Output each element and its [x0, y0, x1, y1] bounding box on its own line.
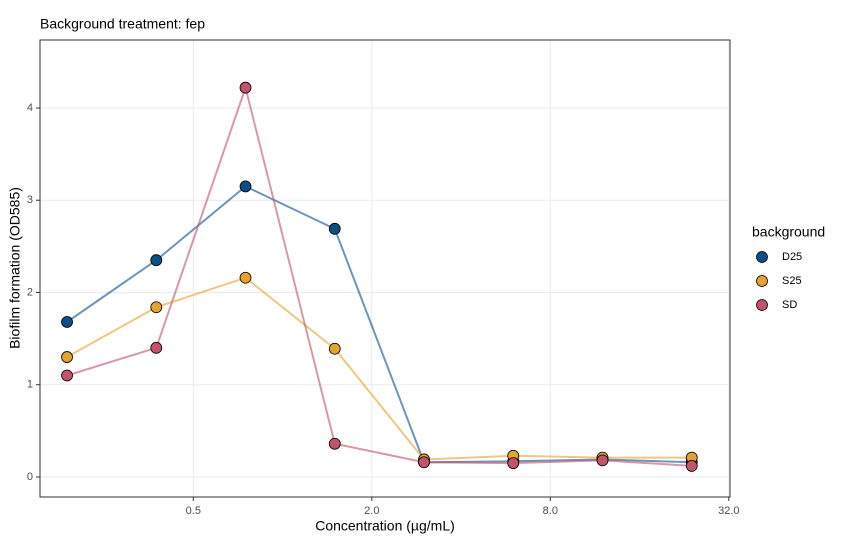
legend-title: background	[752, 224, 825, 240]
y-tick-label: 4	[27, 102, 33, 114]
data-point	[328, 222, 341, 235]
x-tick-label: 0.5	[186, 505, 201, 517]
data-point	[61, 369, 73, 382]
data-point	[239, 81, 252, 94]
x-tick-label: 8.0	[543, 505, 558, 517]
y-tick-label: 2	[27, 286, 33, 298]
y-axis-label: Biofilm formation (OD585)	[7, 187, 23, 349]
data-point	[328, 437, 341, 450]
data-point	[507, 457, 520, 470]
legend-label: SD	[782, 299, 797, 311]
data-point	[61, 351, 73, 363]
y-tick-label: 0	[27, 471, 33, 483]
data-point	[596, 454, 609, 467]
y-tick-label: 3	[27, 194, 33, 206]
x-axis-label: Concentration (µg/mL)	[315, 518, 455, 534]
data-point	[239, 271, 252, 284]
x-tick-label: 2.0	[364, 505, 379, 517]
series-line	[66, 84, 692, 467]
legend-label: S25	[782, 275, 802, 287]
data-point	[685, 460, 698, 472]
data-point	[239, 180, 252, 193]
legend-swatch	[756, 251, 768, 263]
data-point	[150, 301, 163, 314]
data-point	[150, 254, 163, 267]
data-point	[61, 316, 73, 328]
legend-label: D25	[782, 251, 802, 263]
y-tick-label: 1	[27, 379, 33, 391]
legend-swatch	[756, 299, 768, 311]
panel-border	[39, 39, 731, 498]
data-point	[150, 341, 163, 354]
x-tick-label: 32.0	[718, 505, 739, 517]
series-line	[66, 185, 692, 464]
chart-title: Background treatment: fep	[40, 16, 205, 32]
legend-swatch	[756, 275, 768, 287]
data-point	[328, 342, 341, 355]
data-point	[418, 456, 430, 469]
